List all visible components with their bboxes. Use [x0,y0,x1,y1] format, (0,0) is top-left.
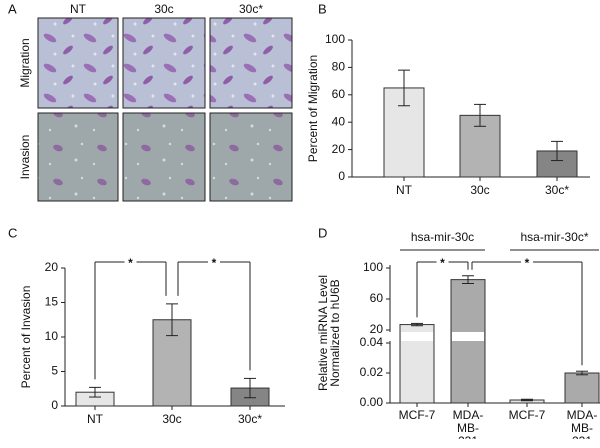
y-tick-label: 20 [370,322,384,336]
image [122,17,206,109]
y-tick-label: 10 [45,329,59,343]
y-axis-label: Relative miRNA Level [316,275,330,391]
y-tick-label: 100 [325,32,345,46]
panel-label: A [8,1,17,16]
label-bg [436,256,449,268]
x-tick-label-box: MDA-MB-231 [452,409,484,439]
image [209,112,293,202]
image [37,112,119,202]
image [209,17,293,109]
x-tick-label: MDA-MB-231 [452,409,484,439]
label-bg [208,256,220,268]
x-tick-label: MDA-MB-231 [566,409,598,439]
y-tick-label: 0.04 [360,335,384,349]
y-tick-label: 0.00 [360,395,384,409]
significance-label: * [525,256,530,270]
row-label: Migration [18,38,32,87]
panel-label: C [8,225,17,240]
axis-break [452,332,484,341]
legend-label: hsa-mir-30c [411,230,474,244]
row-label: Invasion [18,135,32,180]
image [122,112,206,202]
y-tick-label: 0.02 [360,365,384,379]
panel-label: B [318,1,327,16]
panel-label: D [318,225,327,240]
y-tick-label: 15 [45,295,59,309]
label-bg [521,256,533,268]
x-tick-label: 30c* [545,183,569,197]
y-tick-label: 0 [51,398,58,412]
label-bg [124,256,137,268]
image [37,17,119,109]
x-tick-label: 30c [162,412,181,426]
y-tick-label: 40 [332,114,346,128]
axis-break [401,332,433,341]
x-tick-label: MCF-7 [398,409,436,422]
y-tick-label: 60 [332,87,346,101]
y-axis-label: Normalized to hU6B [328,279,342,386]
column-label: 30c [154,2,173,16]
y-tick-label: 0 [338,169,345,183]
significance-label: * [212,256,217,270]
micrographs: NT 30c 30c* Migration Invasion [18,2,293,202]
y-tick-label: 5 [51,364,58,378]
significance-label: * [440,256,445,270]
x-tick-label: 30c [470,183,489,197]
y-axis-label: Percent of Invasion [19,286,33,389]
y-tick-label: 80 [332,60,346,74]
legend-label: hsa-mir-30c* [520,230,588,244]
y-axis-label: Percent of Migration [306,55,320,162]
bar [450,279,486,404]
x-tick-label: 30c* [238,412,262,426]
x-tick-label-box: MCF-7 [398,409,436,422]
x-tick-label: NT [87,412,104,426]
column-label: NT [70,2,87,16]
column-label: 30c* [239,2,263,16]
x-tick-label: NT [396,183,413,197]
x-tick-label-box: MCF-7 [508,409,546,422]
significance-label: * [128,256,133,270]
x-tick-label-box: MDA-MB-231 [566,409,598,439]
y-tick-label: 100 [363,260,383,274]
bar [564,372,600,404]
y-tick-label: 20 [45,260,59,274]
x-tick-label: MCF-7 [508,409,546,422]
y-tick-label: 60 [370,291,384,305]
y-tick-label: 20 [332,142,346,156]
